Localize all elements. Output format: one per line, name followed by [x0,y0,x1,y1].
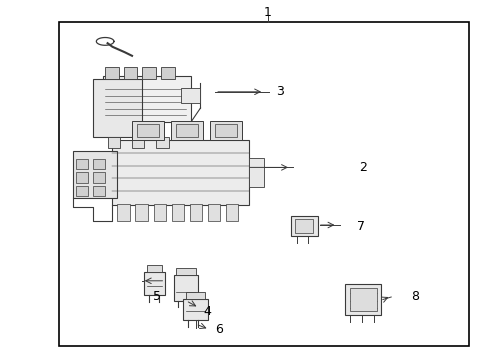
Bar [107,137,120,148]
Bar [176,124,198,137]
Text: 2: 2 [359,161,366,174]
Text: 6: 6 [215,323,223,336]
Bar [176,268,195,275]
Bar [171,121,203,140]
Text: 7: 7 [356,220,364,233]
Bar [294,219,313,233]
Bar [146,265,162,272]
Bar [137,124,159,137]
Bar [112,140,249,205]
Bar [225,204,238,221]
Bar [290,216,317,236]
Bar [183,299,207,320]
Text: 1: 1 [264,6,271,19]
Bar [135,204,147,221]
Text: 5: 5 [153,291,161,303]
Bar [102,76,190,122]
Bar [207,204,220,221]
Bar [344,284,381,315]
Bar [215,124,237,137]
Bar [181,88,200,103]
Bar [123,67,137,79]
Bar [349,288,376,311]
Bar [93,172,105,183]
Bar [161,67,174,79]
Bar [156,137,168,148]
Bar [189,204,202,221]
Bar [185,292,205,299]
Bar [117,204,129,221]
Bar [249,158,264,187]
Bar [210,121,242,140]
Bar [105,67,119,79]
Bar [76,186,88,196]
Bar [73,151,117,198]
Text: 3: 3 [276,85,284,98]
Text: 8: 8 [410,291,418,303]
Bar [93,79,142,137]
Bar [132,137,144,148]
Bar [142,67,156,79]
Bar [144,272,164,295]
Bar [173,275,198,301]
Bar [132,121,163,140]
Bar [76,172,88,183]
Bar [59,22,468,346]
Bar [76,159,88,169]
Bar [153,204,165,221]
Bar [171,204,183,221]
Bar [93,159,105,169]
Text: 4: 4 [203,305,210,318]
Bar [93,186,105,196]
